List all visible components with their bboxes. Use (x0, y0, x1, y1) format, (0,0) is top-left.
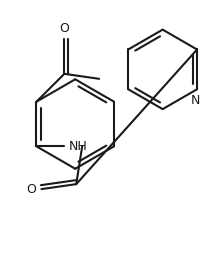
Text: N: N (190, 94, 200, 107)
Text: NH: NH (68, 140, 87, 153)
Text: O: O (59, 22, 69, 35)
Text: O: O (27, 183, 36, 196)
